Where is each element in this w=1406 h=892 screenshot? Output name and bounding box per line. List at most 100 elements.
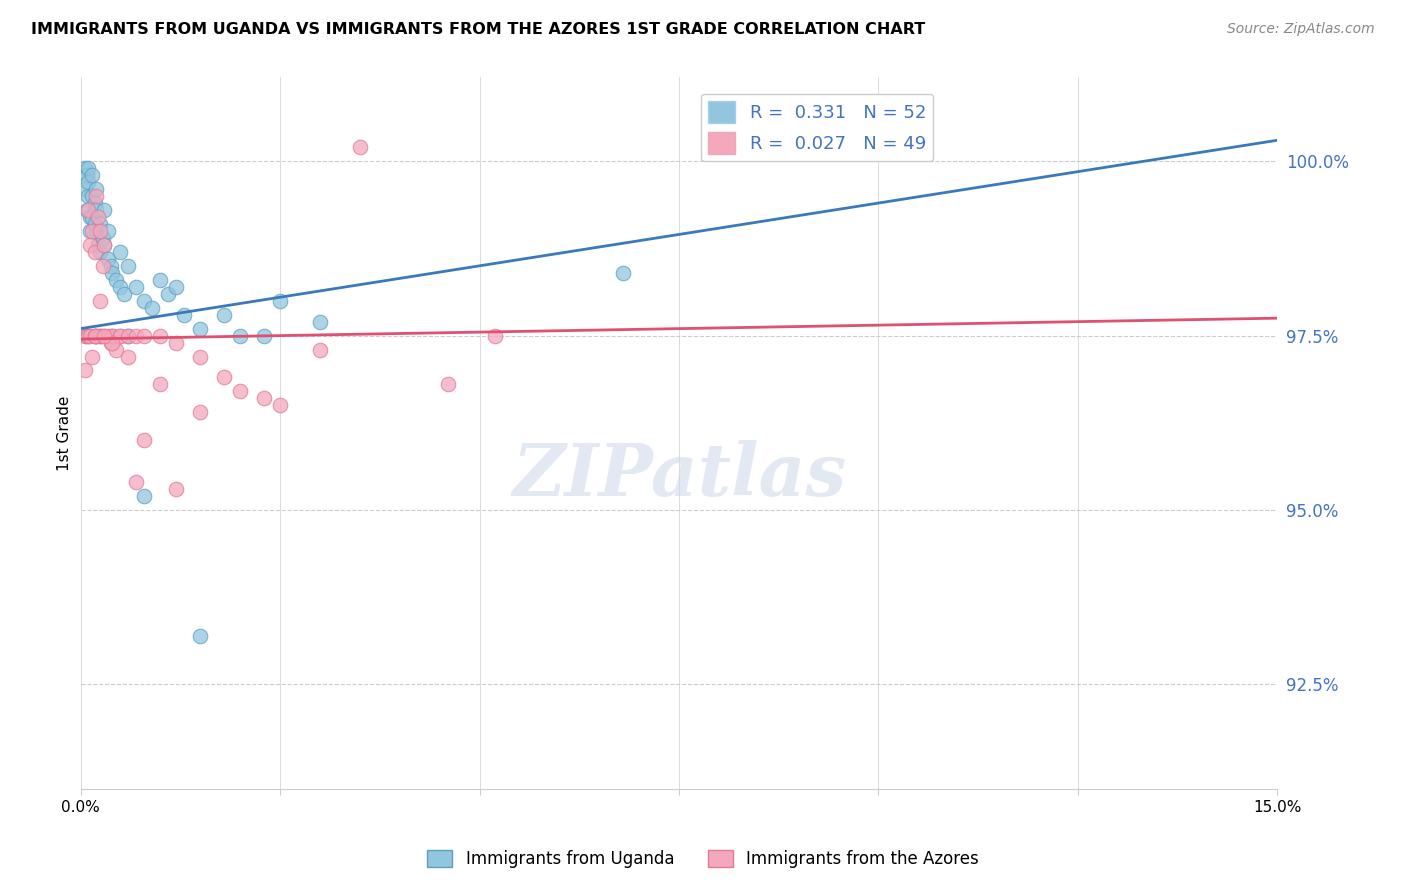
Point xyxy=(73,182,96,196)
Point xyxy=(110,328,132,343)
Point xyxy=(79,210,101,224)
Point xyxy=(100,259,122,273)
Point xyxy=(105,273,128,287)
Point xyxy=(83,328,105,343)
Point xyxy=(77,161,100,176)
Point xyxy=(79,328,101,343)
Point xyxy=(83,328,105,343)
Point xyxy=(229,384,252,399)
Point xyxy=(134,328,156,343)
Point xyxy=(112,286,135,301)
Point xyxy=(134,489,156,503)
Point xyxy=(253,392,276,406)
Point xyxy=(134,434,156,448)
Point xyxy=(117,350,139,364)
Point xyxy=(101,266,124,280)
Point xyxy=(97,328,120,343)
Point xyxy=(125,328,148,343)
Point xyxy=(149,273,172,287)
Point xyxy=(83,328,105,343)
Point xyxy=(82,168,104,182)
Point xyxy=(86,202,108,217)
Point xyxy=(269,293,291,308)
Y-axis label: 1st Grade: 1st Grade xyxy=(58,396,72,471)
Point xyxy=(101,328,124,343)
Point xyxy=(309,343,332,357)
Point xyxy=(86,182,108,196)
Point xyxy=(76,168,98,182)
Point xyxy=(269,398,291,412)
Point xyxy=(82,210,104,224)
Legend: Immigrants from Uganda, Immigrants from the Azores: Immigrants from Uganda, Immigrants from … xyxy=(420,843,986,875)
Point xyxy=(101,335,124,350)
Point xyxy=(86,224,108,238)
Text: ZIPatlas: ZIPatlas xyxy=(512,441,846,511)
Point xyxy=(173,308,195,322)
Point xyxy=(117,328,139,343)
Point xyxy=(89,328,111,343)
Point xyxy=(86,328,108,343)
Point xyxy=(149,377,172,392)
Point xyxy=(117,259,139,273)
Point xyxy=(125,475,148,490)
Point xyxy=(87,210,110,224)
Point xyxy=(93,202,115,217)
Point xyxy=(110,328,132,343)
Point xyxy=(93,238,115,252)
Point xyxy=(91,259,114,273)
Point xyxy=(79,238,101,252)
Point xyxy=(76,202,98,217)
Point xyxy=(79,224,101,238)
Point xyxy=(89,217,111,231)
Text: Source: ZipAtlas.com: Source: ZipAtlas.com xyxy=(1227,22,1375,37)
Point xyxy=(165,335,187,350)
Point xyxy=(436,377,458,392)
Point xyxy=(89,293,111,308)
Point xyxy=(349,140,371,154)
Point xyxy=(97,252,120,266)
Point xyxy=(110,244,132,259)
Point xyxy=(612,266,634,280)
Point xyxy=(117,328,139,343)
Point xyxy=(165,279,187,293)
Point xyxy=(77,202,100,217)
Point xyxy=(149,328,172,343)
Point xyxy=(229,328,252,343)
Point xyxy=(157,286,180,301)
Point xyxy=(97,224,120,238)
Point xyxy=(188,629,211,643)
Point xyxy=(73,363,96,377)
Point xyxy=(77,175,100,189)
Point xyxy=(134,293,156,308)
Point xyxy=(82,189,104,203)
Point xyxy=(110,279,132,293)
Point xyxy=(105,343,128,357)
Point xyxy=(188,350,211,364)
Point xyxy=(89,244,111,259)
Point xyxy=(73,161,96,176)
Point xyxy=(82,350,104,364)
Point xyxy=(253,328,276,343)
Point xyxy=(93,328,115,343)
Point xyxy=(77,328,100,343)
Point xyxy=(212,308,235,322)
Point xyxy=(93,328,115,343)
Point xyxy=(188,321,211,335)
Point xyxy=(83,196,105,211)
Point xyxy=(83,217,105,231)
Point xyxy=(188,405,211,419)
Text: IMMIGRANTS FROM UGANDA VS IMMIGRANTS FROM THE AZORES 1ST GRADE CORRELATION CHART: IMMIGRANTS FROM UGANDA VS IMMIGRANTS FRO… xyxy=(31,22,925,37)
Point xyxy=(87,238,110,252)
Point xyxy=(89,224,111,238)
Point xyxy=(89,328,111,343)
Point xyxy=(101,328,124,343)
Point xyxy=(91,231,114,245)
Point xyxy=(73,328,96,343)
Point xyxy=(77,189,100,203)
Point xyxy=(93,238,115,252)
Point xyxy=(125,279,148,293)
Point xyxy=(165,482,187,496)
Point xyxy=(212,370,235,384)
Point xyxy=(141,301,163,315)
Legend: R =  0.331   N = 52, R =  0.027   N = 49: R = 0.331 N = 52, R = 0.027 N = 49 xyxy=(702,94,934,161)
